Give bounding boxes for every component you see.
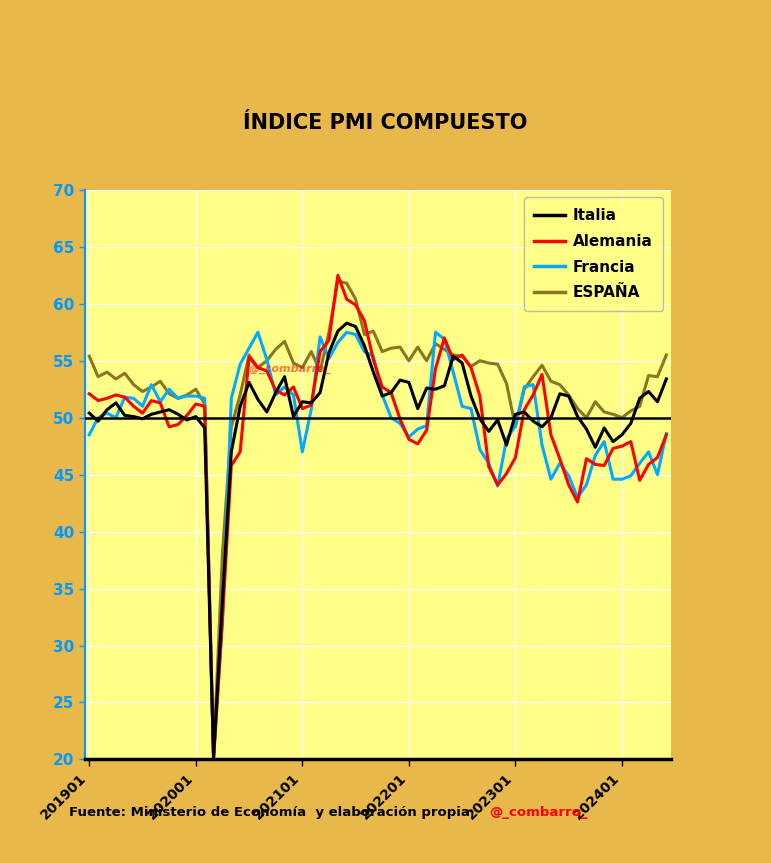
Text: ÍNDICE PMI COMPUESTO: ÍNDICE PMI COMPUESTO [244,113,527,133]
ESPAÑA [555,380,564,390]
Alemania [662,430,671,440]
Italia [662,374,671,384]
Line: Italia: Italia [89,323,666,757]
ESPAÑA [271,344,281,355]
ESPAÑA [360,330,369,340]
Italia [209,752,218,762]
Italia [236,401,245,412]
Alemania [555,454,564,464]
Text: Fuente: Ministerio de Economía  y elaboración propia: Fuente: Ministerio de Economía y elabora… [69,805,480,818]
Italia [351,321,360,331]
Alemania [236,447,245,457]
Text: @_combarro_: @_combarro_ [490,805,588,818]
Text: @_combarro_: @_combarro_ [249,364,332,375]
Alemania [351,299,360,310]
Francia [85,430,94,440]
Alemania [333,270,342,280]
Francia [254,327,263,337]
Alemania [129,401,138,412]
ESPAÑA [236,390,245,400]
Francia [351,330,360,340]
Italia [271,387,281,398]
ESPAÑA [129,380,138,390]
ESPAÑA [333,276,342,287]
ESPAÑA [85,351,94,362]
Alemania [85,388,94,399]
Line: Alemania: Alemania [89,275,666,759]
Italia [342,318,352,328]
Alemania [271,385,281,395]
Alemania [209,754,218,765]
ESPAÑA [209,752,218,762]
Italia [360,341,369,351]
Francia [360,346,369,356]
ESPAÑA [351,294,360,305]
Legend: Italia, Alemania, Francia, ESPAÑA: Italia, Alemania, Francia, ESPAÑA [524,198,663,311]
Francia [236,359,245,369]
Francia [129,394,138,404]
Italia [555,388,564,399]
Line: ESPAÑA: ESPAÑA [89,281,666,757]
Francia [662,428,671,438]
Alemania [360,316,369,326]
Italia [129,412,138,422]
Francia [209,753,218,764]
Line: Francia: Francia [89,332,666,759]
Italia [85,408,94,419]
Francia [555,458,564,469]
Francia [280,381,289,392]
ESPAÑA [662,350,671,360]
